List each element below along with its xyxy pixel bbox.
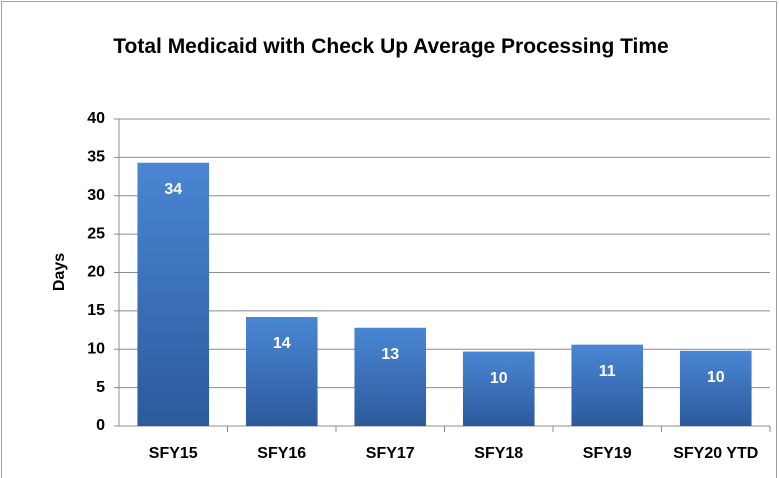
- y-tick-label: 35: [87, 149, 105, 166]
- data-label: 13: [381, 346, 399, 363]
- bar: [354, 327, 427, 426]
- y-tick-label: 10: [87, 340, 105, 357]
- y-tick-label: 25: [87, 225, 105, 242]
- data-label: 11: [599, 363, 616, 380]
- chart-title: Total Medicaid with Check Up Average Pro…: [113, 35, 669, 58]
- y-tick-label: 15: [87, 302, 105, 319]
- x-tick-label: SFY18: [474, 445, 523, 462]
- bar: [571, 344, 644, 426]
- x-tick-label: SFY19: [583, 445, 632, 462]
- data-label: 14: [273, 335, 291, 352]
- x-tick-label: SFY20 YTD: [673, 445, 758, 462]
- y-tick-label: 30: [87, 187, 105, 204]
- y-tick-label: 40: [87, 110, 105, 127]
- x-tick-label: SFY16: [257, 445, 306, 462]
- bar: [137, 162, 210, 426]
- y-axis-label: Days: [51, 253, 68, 291]
- x-tick-label: SFY17: [366, 445, 415, 462]
- data-label: 10: [707, 369, 725, 386]
- bar: [245, 317, 318, 426]
- data-label: 10: [490, 370, 508, 387]
- x-tick-label: SFY15: [149, 445, 198, 462]
- y-tick-label: 5: [96, 379, 105, 396]
- y-tick-label: 20: [87, 264, 105, 281]
- data-label: 34: [164, 181, 182, 198]
- y-tick-label: 0: [96, 417, 105, 434]
- bar: [679, 350, 752, 426]
- bar: [462, 351, 535, 426]
